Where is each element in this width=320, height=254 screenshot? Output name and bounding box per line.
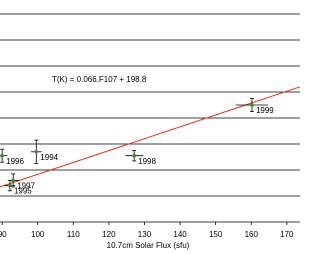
point (11, 178, 15, 183)
point-label: 1994 (40, 153, 58, 162)
point-label: 1998 (138, 157, 156, 166)
x-tick-label: 100 (31, 230, 45, 239)
point (0, 153, 4, 158)
x-tick-label: 160 (245, 230, 259, 239)
point (132, 153, 136, 158)
x-tick-label: 170 (280, 230, 294, 239)
point-label: 1999 (256, 106, 274, 115)
x-axis-label: 10.7cm Solar Flux (sfu) (107, 241, 190, 250)
x-tick-label: 90 (0, 230, 7, 239)
point (34, 150, 39, 154)
chart: 10.7cm Solar Flux (sfu) T(K) = 0.066.F10… (0, 13, 300, 250)
trend-line (0, 86, 300, 188)
point-label: 1995 (14, 187, 32, 196)
x-tick-label: 120 (102, 230, 116, 239)
point-label: 1996 (6, 157, 24, 166)
annotation: T(K) = 0.066.F107 + 198.8 (52, 75, 147, 84)
point-label: 1997 (17, 182, 35, 191)
point (8, 183, 12, 188)
x-tick-label: 110 (67, 230, 80, 239)
x-tick-label: 150 (209, 230, 223, 239)
x-tick-label: 130 (138, 230, 152, 239)
point (250, 103, 254, 107)
x-tick-label: 140 (173, 230, 187, 239)
